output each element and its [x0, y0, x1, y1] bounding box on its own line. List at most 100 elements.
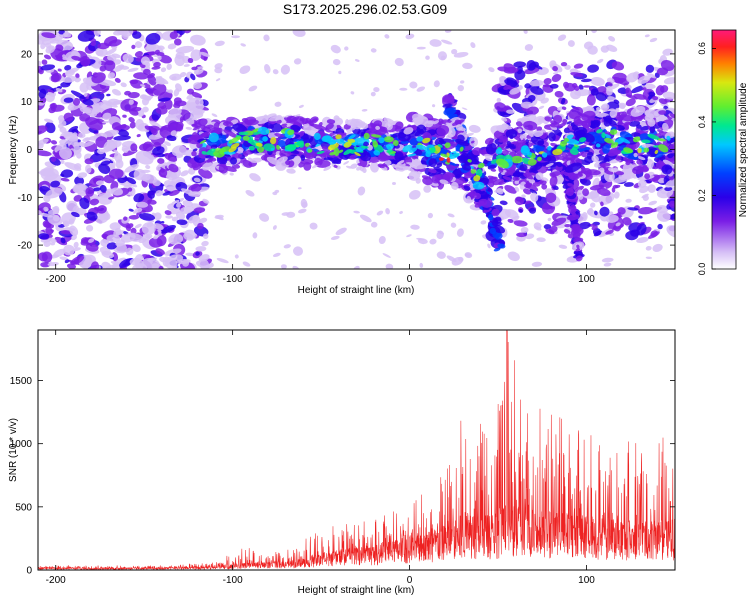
spectrogram-cell [313, 132, 321, 140]
spectrogram-cell [99, 184, 107, 193]
spectrogram-cell [386, 149, 393, 153]
spectrogram-cell [183, 233, 194, 241]
spectrogram-cell [108, 168, 124, 180]
spectrogram-cell [346, 119, 357, 126]
spectrogram-cell [45, 92, 55, 103]
spectrogram-cell [619, 137, 631, 144]
spectrogram-cell [652, 95, 659, 101]
spectrogram-cell [504, 79, 519, 88]
spectrogram-cell [448, 152, 460, 159]
spectrogram-cell [214, 40, 225, 47]
spectrogram-cell [530, 86, 544, 95]
spectrogram-cell [543, 78, 552, 85]
spectrogram-cell [513, 220, 528, 227]
spectrogram-cell [352, 122, 362, 128]
spectrogram-cell [95, 214, 109, 224]
spectrogram-cell [113, 135, 131, 141]
spectrogram-cell [590, 88, 599, 96]
spectrogram-cell [77, 191, 88, 197]
spectrogram-cell [139, 84, 146, 88]
spectrogram-cell [169, 73, 182, 81]
spectrogram-cell [145, 32, 161, 45]
spectrogram-cell [245, 189, 255, 197]
spectrogram-cell [369, 161, 380, 173]
spectrogram-cell [122, 53, 134, 64]
spectrogram-cell [184, 30, 192, 34]
spectrogram-cell [461, 163, 472, 171]
spectrogram-cell [461, 107, 468, 110]
spectrogram-cell [573, 63, 584, 69]
spectrogram-cell [394, 151, 404, 162]
spectrogram-cell [526, 106, 539, 116]
spectrogram-cell [191, 91, 203, 99]
spectrogram-cell [658, 144, 669, 153]
spectrogram-cell [416, 86, 426, 92]
spectrogram-cell [38, 88, 47, 99]
spectrogram-cell [537, 117, 543, 123]
spectrogram-cell [431, 174, 442, 184]
spectrogram-cell [128, 214, 140, 220]
spectrogram-cell [591, 225, 598, 231]
spectrogram-cell [507, 251, 520, 262]
spectrogram-cell [644, 173, 651, 180]
spectrogram-cell [158, 54, 172, 64]
spectrogram-cell [394, 57, 404, 67]
spectrogram-cell [303, 125, 319, 137]
spectrogram-cell [276, 144, 280, 150]
spectrogram-cell [272, 252, 281, 258]
spectrogram-cell [176, 219, 188, 226]
colorbar-gradient [711, 29, 737, 270]
spectrogram-cell [456, 228, 464, 237]
spectrogram-cell [373, 149, 381, 156]
spectrogram-cell [370, 91, 376, 97]
spectrogram-cell [376, 210, 384, 216]
spectrogram-cell [520, 226, 529, 234]
spectrogram-cell [201, 162, 213, 171]
spectrogram-cell [194, 103, 205, 111]
spectrogram-cell [255, 142, 263, 147]
spectrogram-cell [136, 134, 141, 138]
spectrogram-cell [229, 172, 234, 176]
spectrogram-cell [50, 72, 62, 83]
spectrogram-cell [534, 64, 543, 70]
spectrogram-cell [234, 254, 239, 259]
spectrogram-cell [662, 159, 675, 167]
spectrogram-cell [472, 181, 485, 190]
spectrogram-y-tick-label: 10 [21, 97, 33, 108]
spectrogram-cell [193, 82, 203, 90]
spectrogram-cell [74, 176, 85, 186]
spectrogram-cell [270, 137, 277, 145]
spectrogram-cell [83, 92, 88, 97]
spectrogram-cell [648, 231, 660, 239]
spectrogram-cell [560, 61, 568, 67]
spectrogram-cell [553, 114, 563, 124]
spectrogram-cell [596, 187, 611, 196]
spectrogram-cell [451, 181, 459, 190]
snr-background [38, 330, 675, 570]
spectrogram-cell [567, 40, 575, 47]
spectrogram-cell [55, 44, 64, 51]
snr-y-tick-label: 1500 [10, 376, 33, 387]
spectrogram-cell [457, 84, 464, 92]
spectrogram-cell [385, 263, 394, 269]
spectrogram-cell [62, 76, 77, 83]
spectrogram-cell [155, 106, 168, 115]
spectrogram-cell [271, 123, 283, 133]
spectrogram-cell [53, 248, 66, 258]
spectrogram-cell [608, 36, 616, 42]
spectrogram-cell [524, 83, 532, 89]
spectrogram-cell [490, 168, 497, 172]
spectrogram-cell [660, 60, 675, 71]
spectrogram-cell [668, 175, 675, 181]
spectrogram-cell [118, 258, 133, 269]
spectrogram-cell [425, 151, 432, 158]
spectrogram-cell [175, 45, 195, 54]
spectrogram-cell [488, 67, 495, 73]
spectrogram-cell [590, 119, 601, 129]
spectrogram-cell [574, 85, 580, 91]
spectrogram-cell [542, 84, 551, 88]
spectrogram-cell [117, 129, 130, 137]
spectrogram-cell [438, 157, 444, 161]
spectrogram-cell [618, 103, 626, 110]
spectrogram-cell [545, 192, 557, 203]
